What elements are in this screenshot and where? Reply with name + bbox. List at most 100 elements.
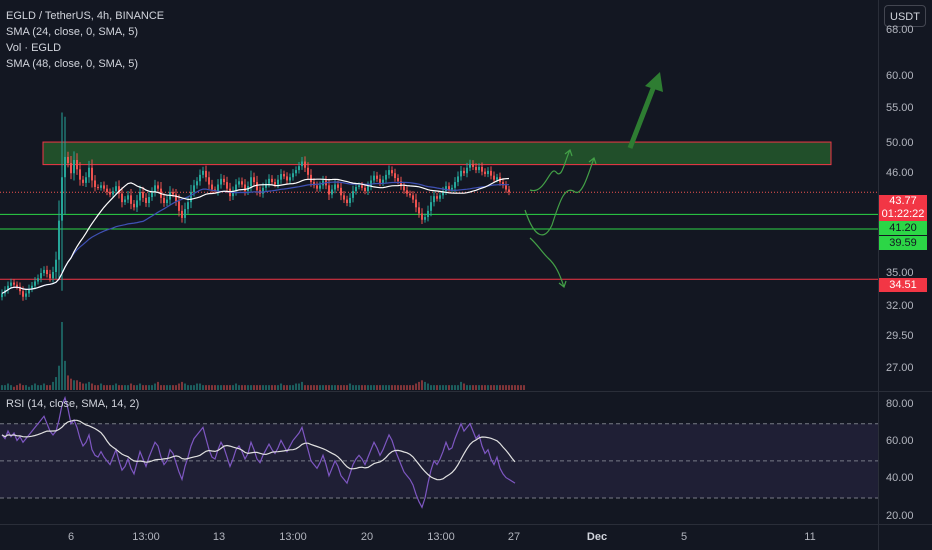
volume-bar: [460, 381, 462, 390]
candle-body: [202, 170, 204, 175]
candle-body: [274, 182, 276, 185]
volume-bar: [421, 380, 423, 390]
volume-bar: [442, 385, 444, 390]
candle-body: [457, 176, 459, 183]
volume-bar: [274, 385, 276, 390]
candle-body: [355, 186, 357, 192]
volume-bar: [49, 385, 51, 390]
candle-body: [310, 174, 312, 183]
volume-bar: [298, 383, 300, 390]
volume-bar: [226, 385, 228, 390]
volume-bar: [205, 385, 207, 390]
volume-bar: [493, 385, 495, 390]
volume-bar: [34, 383, 36, 390]
candle-body: [109, 191, 111, 195]
currency-button[interactable]: USDT: [884, 5, 926, 27]
volume-bar: [343, 385, 345, 390]
candle-body: [115, 186, 117, 192]
volume-bar: [499, 385, 501, 390]
candle-body: [505, 185, 507, 190]
candle-body: [73, 159, 75, 174]
volume-bar: [385, 385, 387, 390]
candle-body: [67, 156, 69, 164]
candle-body: [319, 185, 321, 189]
volume-bar: [163, 385, 165, 390]
candle-body: [55, 259, 57, 272]
candle-body: [409, 193, 411, 196]
price-tick-label: 46.00: [886, 167, 914, 180]
candle-body: [460, 170, 462, 177]
level-tag-34-51: 34.51: [879, 278, 927, 292]
volume-legend[interactable]: Vol · EGLD: [6, 42, 62, 54]
current-price-tag: 43.77 01:22:22: [879, 195, 927, 221]
volume-bar: [67, 375, 69, 390]
candle-body: [199, 174, 201, 182]
volume-bar: [58, 365, 60, 390]
candle-body: [136, 200, 138, 208]
candle-body: [13, 282, 15, 285]
volume-bar: [1, 385, 3, 390]
volume-bar: [82, 383, 84, 390]
candle-body: [304, 161, 306, 168]
candle-body: [34, 281, 36, 286]
volume-bar: [352, 385, 354, 390]
candle-body: [328, 185, 330, 195]
volume-bar: [166, 385, 168, 390]
candle-body: [397, 178, 399, 182]
volume-bar: [112, 385, 114, 390]
volume-bar: [193, 385, 195, 390]
volume-bar: [187, 385, 189, 390]
volume-bar: [469, 385, 471, 390]
rsi-legend[interactable]: RSI (14, close, SMA, 14, 2): [6, 398, 140, 410]
candle-body: [103, 185, 105, 189]
volume-bar: [250, 385, 252, 390]
candle-body: [58, 220, 60, 260]
sma-48-legend[interactable]: SMA (48, close, 0, SMA, 5): [6, 58, 139, 70]
candle-body: [31, 285, 33, 290]
volume-bar: [400, 385, 402, 390]
candle-body: [244, 184, 246, 192]
candle-body: [217, 184, 219, 192]
volume-bar: [115, 383, 117, 390]
volume-bar: [133, 385, 135, 390]
volume-bar: [43, 383, 45, 390]
volume-bar: [124, 385, 126, 390]
candle-body: [49, 274, 51, 279]
volume-bar: [25, 385, 27, 390]
volume-bar: [169, 385, 171, 390]
volume-bar: [103, 385, 105, 390]
volume-bar: [148, 385, 150, 390]
candle-body: [232, 191, 234, 197]
volume-bar: [40, 385, 42, 390]
volume-bar: [286, 385, 288, 390]
candle-body: [283, 174, 285, 177]
symbol-title[interactable]: EGLD / TetherUS, 4h, BINANCE: [6, 10, 165, 22]
volume-bar: [289, 385, 291, 390]
volume-bar: [448, 385, 450, 390]
volume-bar: [214, 385, 216, 390]
candle-body: [454, 182, 456, 188]
volume-bar: [514, 385, 516, 390]
candle-body: [46, 269, 48, 275]
candle-body: [385, 174, 387, 180]
candle-body: [307, 167, 309, 175]
volume-bar: [202, 385, 204, 390]
candle-body: [487, 170, 489, 175]
candle-body: [400, 181, 402, 187]
price-tick-label: 32.00: [886, 299, 914, 312]
candle-body: [100, 185, 102, 188]
candle-body: [178, 201, 180, 211]
volume-bar: [481, 385, 483, 390]
volume-bar: [73, 380, 75, 390]
volume-bar: [454, 385, 456, 390]
moving-averages: [1, 177, 510, 294]
sma-24-legend[interactable]: SMA (24, close, 0, SMA, 5): [6, 26, 139, 38]
volume-bar: [304, 385, 306, 390]
candle-body: [412, 195, 414, 200]
candle-body: [265, 183, 267, 188]
time-tick-label: 11: [804, 531, 816, 543]
volume-bar: [100, 383, 102, 390]
candle-body: [478, 166, 480, 171]
